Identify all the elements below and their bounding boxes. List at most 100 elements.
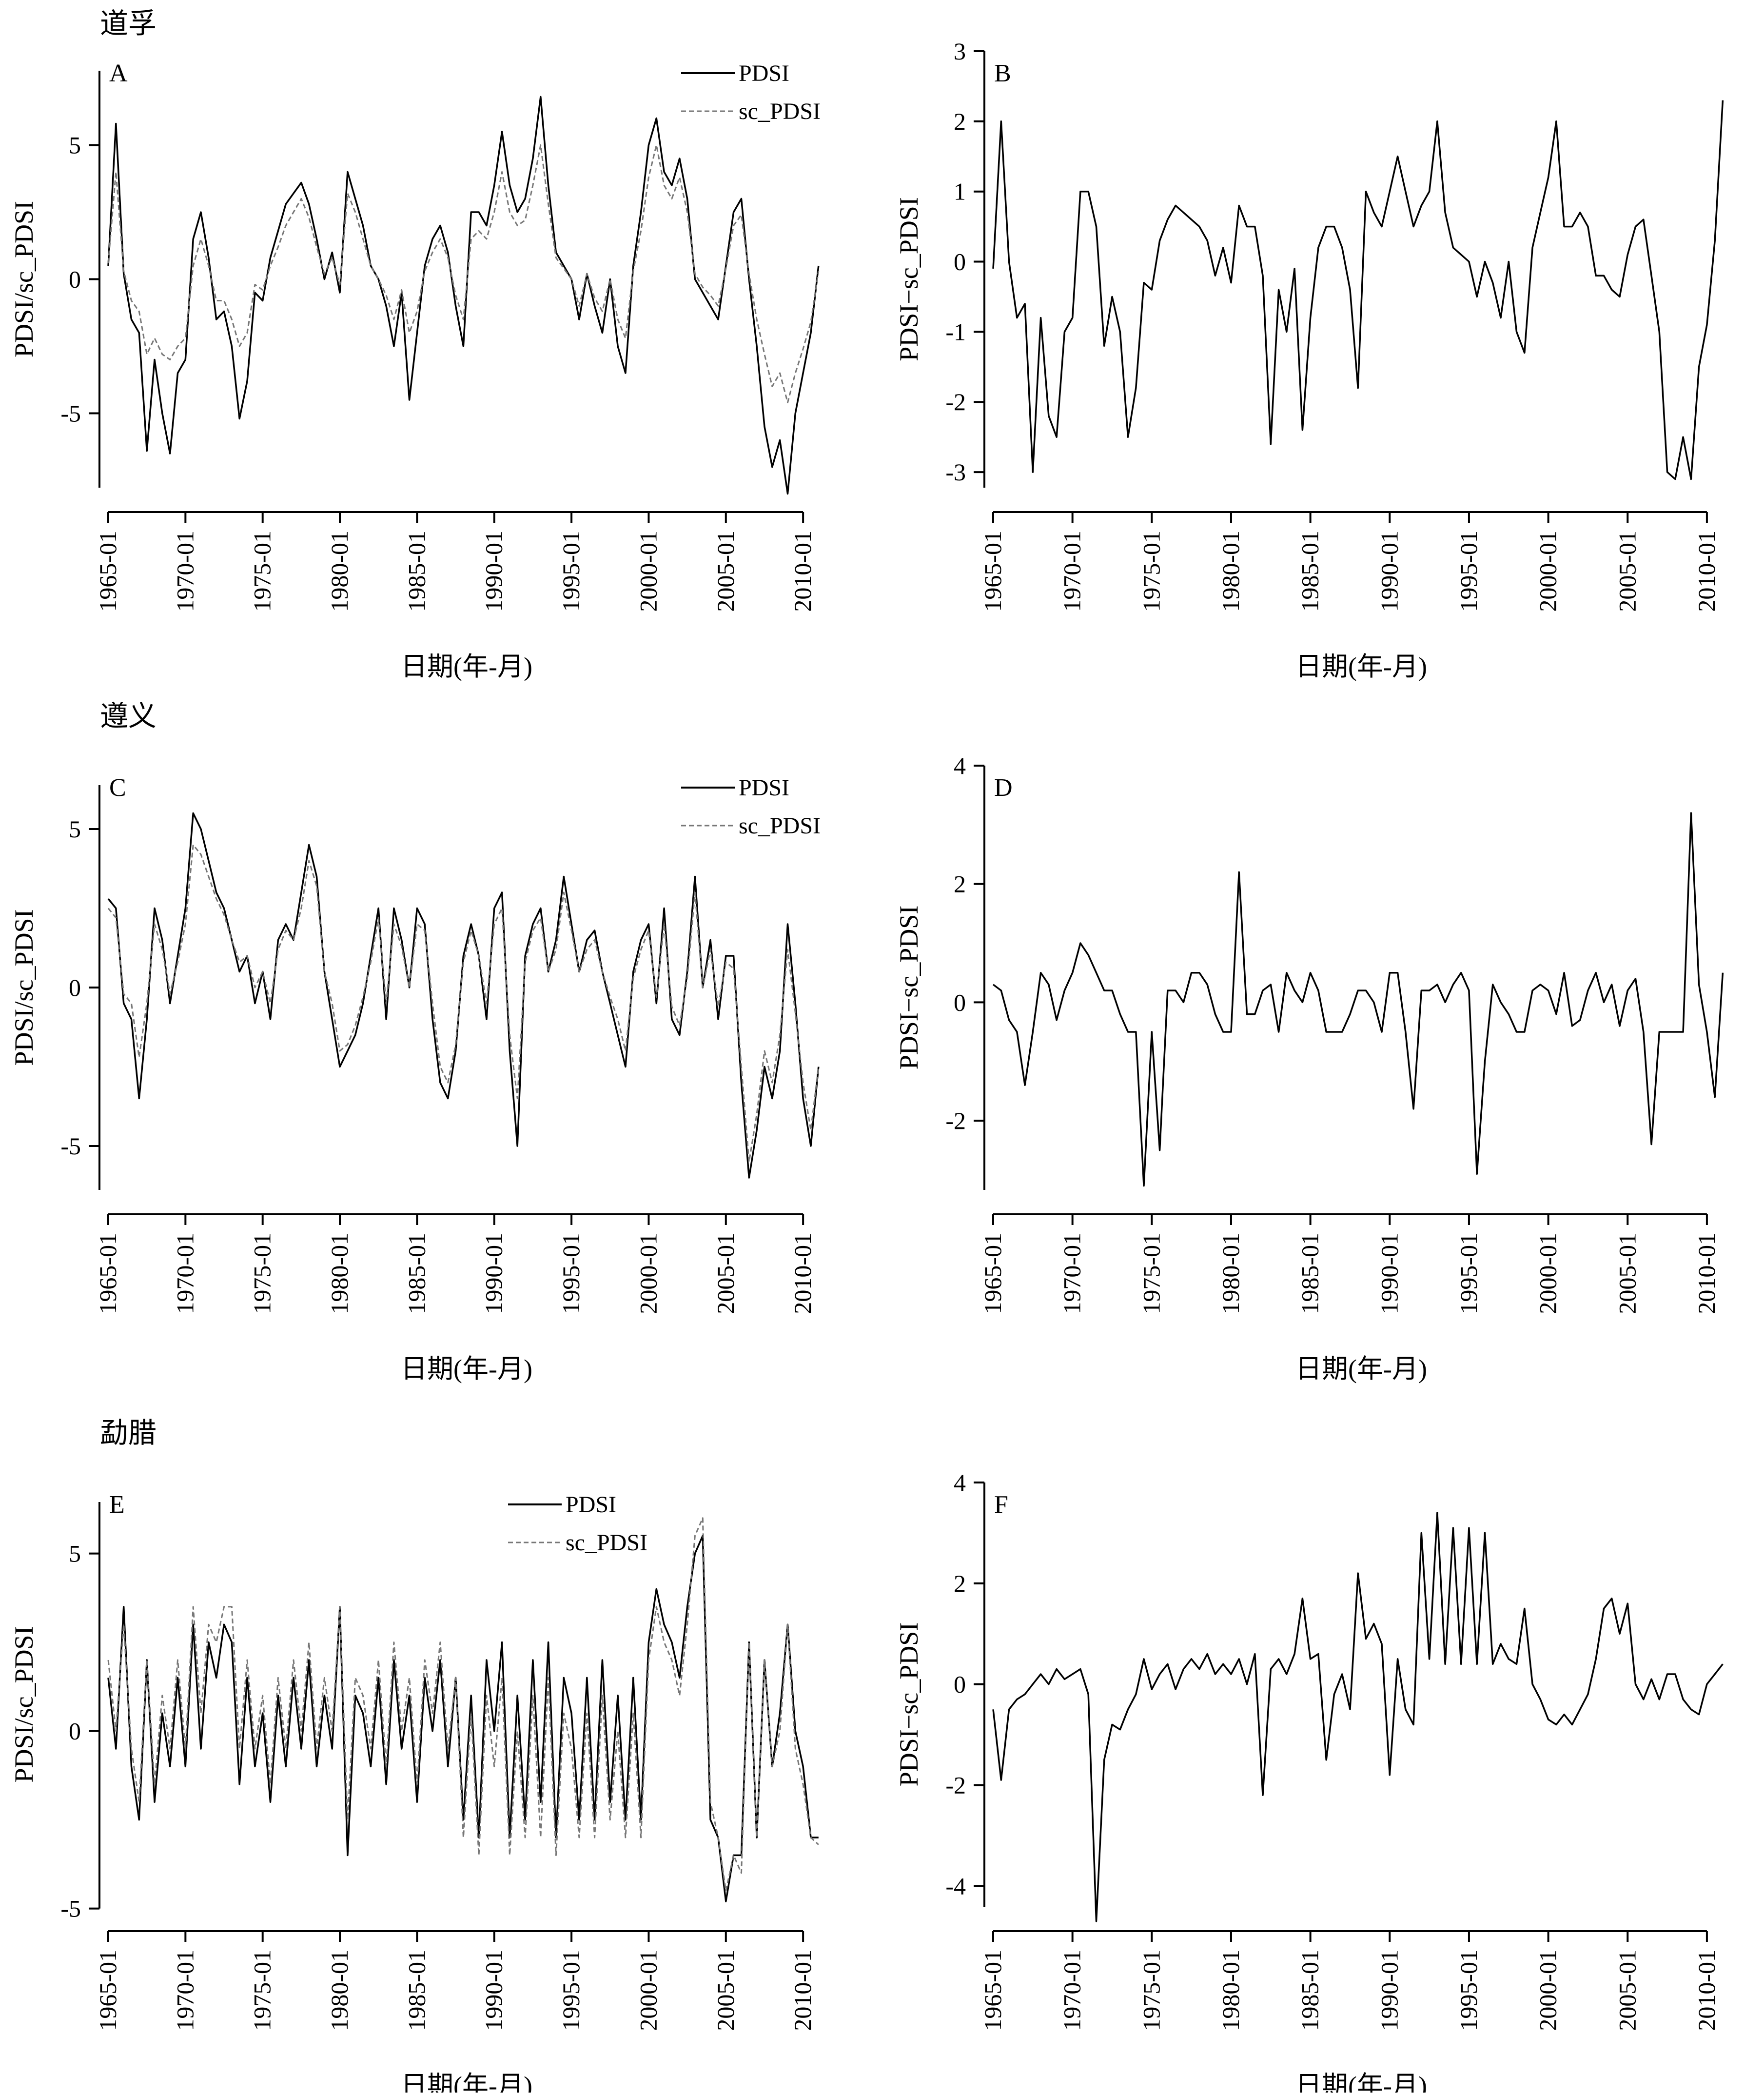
legend-label: PDSI bbox=[739, 775, 789, 801]
y-axis-title: PDSI−sc_PDSI bbox=[894, 1622, 923, 1787]
panel-letter: C bbox=[109, 774, 126, 802]
x-tick-label: 1970-01 bbox=[171, 1233, 198, 1314]
x-tick-label: 2005-01 bbox=[712, 1233, 739, 1314]
y-tick-label: 5 bbox=[69, 1540, 81, 1567]
x-tick-label: 1985-01 bbox=[1296, 531, 1324, 612]
x-tick-label: 1990-01 bbox=[480, 1233, 508, 1314]
x-tick-label: 1965-01 bbox=[979, 1233, 1006, 1314]
x-tick-label: 1990-01 bbox=[1375, 531, 1403, 612]
y-axis-title: PDSI/sc_PDSI bbox=[9, 1626, 39, 1782]
x-axis-title: 日期(年-月) bbox=[1295, 652, 1427, 681]
x-tick-label: 2005-01 bbox=[712, 1950, 739, 2031]
y-tick-label: 0 bbox=[69, 974, 81, 1001]
y-axis-title: PDSI/sc_PDSI bbox=[9, 201, 39, 357]
y-tick-label: 2 bbox=[954, 108, 966, 135]
y-tick-label: 0 bbox=[954, 988, 966, 1016]
x-tick-label: 1995-01 bbox=[557, 531, 585, 612]
y-tick-label: 4 bbox=[954, 1469, 966, 1496]
x-axis-title: 日期(年-月) bbox=[401, 1354, 532, 1383]
x-tick-label: 1975-01 bbox=[249, 531, 276, 612]
x-tick-label: 1965-01 bbox=[979, 1950, 1006, 2031]
legend-label: sc_PDSI bbox=[739, 99, 821, 124]
x-tick-label: 1980-01 bbox=[326, 531, 353, 612]
panel-letter: D bbox=[994, 774, 1013, 802]
x-tick-label: 1980-01 bbox=[326, 1950, 353, 2031]
y-tick-label: 0 bbox=[954, 1671, 966, 1698]
x-tick-label: 1995-01 bbox=[1455, 1233, 1482, 1314]
x-tick-label: 1970-01 bbox=[1058, 531, 1086, 612]
y-tick-label: 3 bbox=[954, 38, 966, 65]
x-tick-label: 1965-01 bbox=[94, 1233, 121, 1314]
x-tick-label: 1985-01 bbox=[1296, 1950, 1324, 2031]
y-tick-label: 0 bbox=[69, 1718, 81, 1745]
y-tick-label: 5 bbox=[69, 132, 81, 159]
panel-d: -2 0 2 4 1965-01 1970-01 1975-01 1980-01 1985-01… bbox=[894, 752, 1724, 1383]
y-tick-label: -4 bbox=[945, 1872, 966, 1899]
x-tick-label: 1995-01 bbox=[1455, 531, 1482, 612]
x-tick-label: 2000-01 bbox=[634, 1233, 662, 1314]
y-tick-label: -2 bbox=[945, 388, 966, 415]
series-line-difference bbox=[992, 1512, 1724, 1922]
legend-label: sc_PDSI bbox=[566, 1530, 647, 1556]
x-tick-label: 1965-01 bbox=[979, 531, 1006, 612]
x-tick-label: 2005-01 bbox=[712, 531, 739, 612]
x-tick-label: 1980-01 bbox=[326, 1233, 353, 1314]
y-tick-label: -2 bbox=[945, 1107, 966, 1134]
x-tick-label: 1990-01 bbox=[480, 531, 508, 612]
y-tick-label: -3 bbox=[945, 458, 966, 486]
series-line-sc-pdsi bbox=[107, 1517, 819, 1892]
y-tick-label: -5 bbox=[60, 1132, 81, 1160]
series-line-sc-pdsi bbox=[107, 844, 820, 1163]
x-tick-label: 1990-01 bbox=[1375, 1950, 1403, 2031]
x-tick-label: 1970-01 bbox=[171, 531, 198, 612]
y-axis-title: PDSI/sc_PDSI bbox=[9, 909, 39, 1066]
panel-letter: A bbox=[109, 59, 128, 87]
x-tick-label: 2010-01 bbox=[1693, 1950, 1720, 2031]
y-axis-title: PDSI−sc_PDSI bbox=[894, 906, 923, 1070]
legend-label: sc_PDSI bbox=[739, 813, 821, 839]
x-tick-label: 2000-01 bbox=[1534, 1233, 1562, 1314]
series-line-difference bbox=[992, 812, 1724, 1187]
x-tick-label: 1985-01 bbox=[403, 531, 430, 612]
x-tick-label: 1985-01 bbox=[403, 1233, 430, 1314]
panel-b: -3 -2 -1 0 1 2 3 1965-01 1970-01 1975-01 1980-01 19… bbox=[894, 38, 1724, 681]
series-line-pdsi bbox=[107, 1535, 819, 1902]
x-tick-label: 1980-01 bbox=[1217, 531, 1244, 612]
panel-e: -5 0 5 1965-01 1970-01 1975-01 1980-01 1985-01 1… bbox=[9, 1491, 819, 2095]
legend-label: PDSI bbox=[566, 1492, 616, 1518]
y-tick-label: -2 bbox=[945, 1771, 966, 1799]
x-tick-label: 1980-01 bbox=[1217, 1233, 1244, 1314]
x-tick-label: 1995-01 bbox=[557, 1233, 585, 1314]
x-tick-label: 2000-01 bbox=[634, 531, 662, 612]
x-tick-label: 2010-01 bbox=[1693, 1233, 1720, 1314]
x-tick-label: 1990-01 bbox=[1375, 1233, 1403, 1314]
x-tick-label: 1970-01 bbox=[171, 1950, 198, 2031]
x-axis-title: 日期(年-月) bbox=[401, 652, 532, 681]
series-line-difference bbox=[992, 100, 1724, 480]
x-axis-title: 日期(年-月) bbox=[401, 2071, 532, 2093]
x-axis-title: 日期(年-月) bbox=[1295, 2071, 1427, 2093]
y-tick-label: -1 bbox=[945, 318, 966, 345]
x-tick-label: 1985-01 bbox=[403, 1950, 430, 2031]
panel-letter: F bbox=[994, 1491, 1008, 1519]
x-tick-label: 2000-01 bbox=[634, 1950, 662, 2031]
x-tick-label: 1980-01 bbox=[1217, 1950, 1244, 2031]
panel-letter: E bbox=[109, 1491, 125, 1519]
x-tick-label: 1975-01 bbox=[249, 1950, 276, 2031]
x-tick-label: 1995-01 bbox=[557, 1950, 585, 2031]
x-axis-title: 日期(年-月) bbox=[1295, 1354, 1427, 1383]
y-tick-label: 4 bbox=[954, 752, 966, 779]
x-tick-label: 1970-01 bbox=[1058, 1233, 1086, 1314]
x-tick-label: 2000-01 bbox=[1534, 531, 1562, 612]
x-tick-label: 2005-01 bbox=[1613, 1233, 1641, 1314]
x-tick-label: 2005-01 bbox=[1613, 1950, 1641, 2031]
series-line-pdsi bbox=[107, 96, 820, 495]
panel-f: -4 -2 0 2 4 1965-01 1970-01 1975-01 1980-01 1985-… bbox=[894, 1469, 1724, 2095]
y-tick-label: 2 bbox=[954, 870, 966, 898]
y-tick-label: 0 bbox=[69, 266, 81, 293]
x-tick-label: 1965-01 bbox=[94, 1950, 121, 2031]
x-tick-label: 1995-01 bbox=[1455, 1950, 1482, 2031]
x-tick-label: 1990-01 bbox=[480, 1950, 508, 2031]
